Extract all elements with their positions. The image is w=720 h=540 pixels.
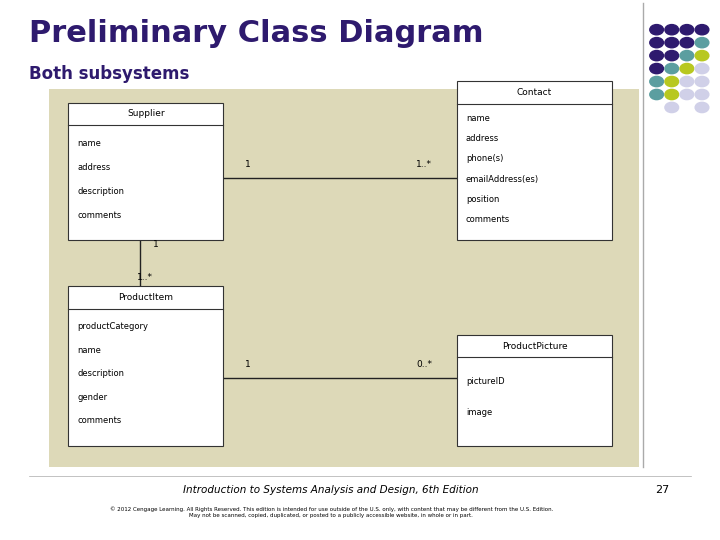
Text: comments: comments: [77, 416, 121, 426]
Text: description: description: [77, 369, 124, 378]
Text: name: name: [77, 139, 101, 148]
Circle shape: [680, 76, 694, 87]
Text: Both subsystems: Both subsystems: [29, 65, 189, 83]
Text: name: name: [77, 346, 101, 355]
Circle shape: [680, 51, 694, 60]
Circle shape: [649, 89, 664, 99]
Text: Introduction to Systems Analysis and Design, 6th Edition: Introduction to Systems Analysis and Des…: [184, 485, 479, 495]
Text: gender: gender: [77, 393, 107, 402]
Text: comments: comments: [77, 211, 121, 220]
Circle shape: [680, 25, 694, 35]
Circle shape: [695, 25, 708, 35]
Text: pictureID: pictureID: [466, 376, 505, 386]
Circle shape: [649, 37, 664, 48]
Bar: [49, 89, 639, 467]
Bar: [68, 103, 223, 240]
Circle shape: [649, 76, 664, 87]
Circle shape: [695, 89, 708, 99]
Text: Preliminary Class Diagram: Preliminary Class Diagram: [29, 19, 483, 48]
Circle shape: [680, 89, 694, 99]
Text: description: description: [77, 187, 124, 195]
Text: Contact: Contact: [517, 88, 552, 97]
Text: comments: comments: [466, 215, 510, 224]
Text: productCategory: productCategory: [77, 322, 148, 331]
Circle shape: [649, 25, 664, 35]
Text: 0..*: 0..*: [416, 360, 432, 369]
Bar: [457, 81, 612, 240]
Text: image: image: [466, 408, 492, 417]
Text: 27: 27: [655, 485, 670, 495]
Circle shape: [680, 63, 694, 74]
Text: emailAddress(es): emailAddress(es): [466, 174, 539, 184]
Bar: [68, 286, 223, 445]
Circle shape: [665, 89, 679, 99]
Circle shape: [665, 102, 679, 112]
Text: position: position: [466, 194, 499, 204]
Text: 1: 1: [153, 240, 158, 249]
Circle shape: [665, 76, 679, 87]
Circle shape: [649, 63, 664, 74]
Text: 1..*: 1..*: [137, 273, 153, 282]
Circle shape: [695, 102, 708, 112]
Text: © 2012 Cengage Learning. All Rights Reserved. This edition is intended for use o: © 2012 Cengage Learning. All Rights Rese…: [109, 506, 553, 518]
Circle shape: [695, 63, 708, 74]
Circle shape: [695, 76, 708, 87]
Circle shape: [665, 63, 679, 74]
Circle shape: [649, 51, 664, 60]
Text: 1: 1: [245, 160, 251, 169]
Text: 1: 1: [245, 360, 251, 369]
Text: name: name: [466, 114, 490, 123]
Circle shape: [665, 51, 679, 60]
Text: Supplier: Supplier: [127, 110, 165, 118]
Circle shape: [665, 25, 679, 35]
Text: phone(s): phone(s): [466, 154, 503, 164]
Bar: [457, 335, 612, 446]
Text: ProductItem: ProductItem: [118, 293, 174, 302]
Text: ProductPicture: ProductPicture: [502, 342, 567, 350]
Circle shape: [695, 37, 708, 48]
Text: 1..*: 1..*: [416, 160, 432, 169]
Circle shape: [665, 37, 679, 48]
Text: address: address: [77, 163, 110, 172]
Circle shape: [695, 51, 708, 60]
Circle shape: [680, 37, 694, 48]
Text: address: address: [466, 134, 499, 143]
